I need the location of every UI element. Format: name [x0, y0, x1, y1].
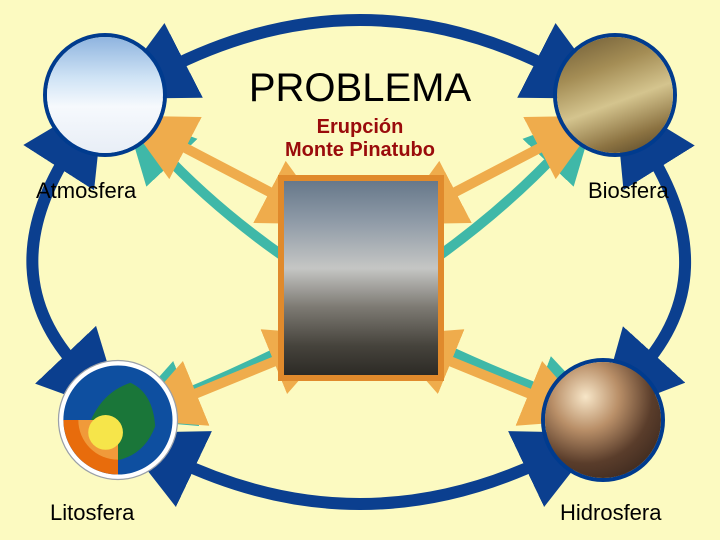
arc-top: [165, 20, 555, 70]
label-biosfera: Biosfera: [588, 178, 669, 204]
node-atmosfera: [43, 33, 167, 157]
atmosfera-image: [47, 37, 163, 153]
label-hidrosfera: Hidrosfera: [560, 500, 661, 526]
diagram-stage: PROBLEMA Erupción Monte Pinatubo Atmosfe…: [0, 0, 720, 540]
center-eruption-image: [278, 175, 444, 381]
biosfera-image: [557, 37, 673, 153]
arc-bottom: [175, 460, 545, 504]
node-litosfera: [56, 358, 180, 482]
subtitle-line1: Erupción: [317, 116, 404, 138]
subtitle-line2: Monte Pinatubo: [285, 139, 435, 161]
eruption-image: [284, 181, 438, 375]
litosfera-image: [56, 358, 180, 482]
node-biosfera: [553, 33, 677, 157]
label-atmosfera: Atmosfera: [36, 178, 136, 204]
hidrosfera-image: [545, 362, 661, 478]
spoke-bl: [180, 355, 290, 400]
label-litosfera: Litosfera: [50, 500, 134, 526]
spoke-br: [435, 355, 545, 400]
node-hidrosfera: [541, 358, 665, 482]
